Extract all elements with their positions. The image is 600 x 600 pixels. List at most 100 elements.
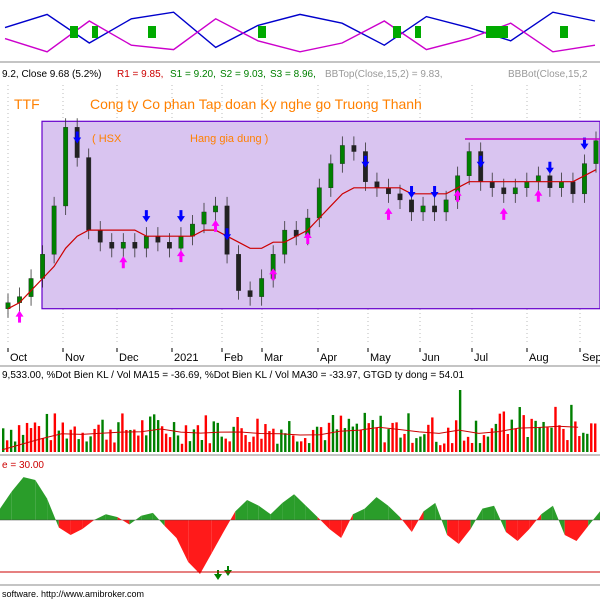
- volume-bar: [93, 428, 96, 452]
- company-name: Cong ty Co phan Tap doan Ky nghe go Truo…: [90, 96, 422, 112]
- x-axis-tick-label: Mar: [264, 352, 283, 364]
- candle-down: [386, 187, 391, 195]
- volume-bar: [276, 443, 279, 452]
- volume-bar: [13, 441, 17, 452]
- x-axis-tick-label: Nov: [65, 352, 85, 364]
- candle-down: [109, 242, 115, 249]
- top-indicator-block: [486, 26, 508, 38]
- candle-up: [120, 242, 126, 249]
- sell-arrow-icon: [176, 210, 185, 223]
- volume-bar: [97, 424, 100, 452]
- volume-bar: [367, 423, 370, 452]
- oscillator-area-segment: [400, 517, 412, 532]
- candle-down: [501, 187, 507, 195]
- s1-readout: S1 = 9.20,: [170, 69, 216, 80]
- volume-bar: [149, 416, 152, 452]
- volume-bar: [411, 442, 414, 452]
- volume-bar: [29, 428, 33, 452]
- volume-bar: [232, 426, 235, 452]
- s3-readout: S3 = 8.96,: [270, 69, 316, 80]
- volume-bar: [427, 424, 430, 452]
- volume-bar: [454, 420, 458, 452]
- top-indicator-block: [70, 26, 78, 38]
- candle-up: [63, 127, 69, 207]
- oscillator-area-segment: [552, 505, 565, 535]
- volume-bar: [228, 441, 231, 452]
- candle-down: [489, 181, 495, 188]
- oscillator-area-segment: [317, 517, 330, 529]
- candle-up: [443, 199, 449, 213]
- volume-bar: [347, 418, 351, 452]
- top-indicator-block: [415, 26, 421, 38]
- volume-bar: [522, 415, 525, 452]
- x-axis-tick-label: May: [370, 352, 391, 364]
- oscillator-area-segment: [223, 511, 236, 532]
- sell-arrow-icon: [545, 161, 554, 174]
- oscillator-area-segment: [47, 498, 59, 528]
- volume-bar: [498, 413, 502, 452]
- volume-bar: [506, 434, 510, 452]
- candle-up: [524, 181, 530, 188]
- oscillator-area-segment: [35, 480, 48, 520]
- volume-bar: [482, 435, 486, 452]
- volume-bar: [220, 436, 223, 452]
- candle-up: [582, 163, 587, 195]
- oscillator-area-segment: [541, 505, 553, 520]
- volume-bar: [41, 438, 45, 452]
- volume-bar: [5, 440, 9, 452]
- oscillator-area-segment: [70, 520, 83, 535]
- volume-bar: [240, 428, 243, 452]
- candle-up: [5, 302, 11, 309]
- volume-bar: [57, 430, 61, 452]
- volume-bar: [395, 422, 398, 452]
- oscillator-area-segment: [482, 505, 495, 520]
- volume-bar: [391, 422, 394, 452]
- volume-bar: [534, 420, 537, 452]
- buy-arrow-icon: [176, 250, 185, 263]
- volume-bar: [439, 445, 442, 452]
- oscillator-area-segment: [94, 514, 106, 520]
- candle-up: [178, 235, 184, 249]
- oscillator-buy-arrow-icon: [214, 570, 222, 580]
- oscillator-area-segment: [364, 497, 377, 520]
- volume-bar: [61, 422, 64, 452]
- volume-bar: [133, 429, 136, 452]
- top-indicator-block: [258, 26, 266, 38]
- candle-up: [559, 181, 564, 188]
- volume-bar: [303, 438, 307, 452]
- candle-up: [51, 205, 57, 255]
- volume-bar: [256, 418, 259, 452]
- oscillator-area-segment: [176, 520, 189, 562]
- sell-arrow-icon: [73, 131, 82, 144]
- volume-readout: 9,533.00, %Dot Bien KL / Vol MA15 = -36.…: [2, 370, 464, 381]
- candle-down: [167, 242, 172, 249]
- volume-bar: [33, 422, 37, 452]
- candle-down: [155, 235, 161, 243]
- volume-bar: [594, 423, 597, 452]
- volume-bar: [272, 428, 275, 452]
- volume-bar: [260, 438, 263, 452]
- candle-up: [190, 223, 195, 237]
- top-indicator-block: [560, 26, 568, 38]
- volume-bar: [69, 429, 72, 452]
- volume-bar: [125, 429, 128, 452]
- volume-bar: [307, 443, 311, 452]
- volume-bar: [407, 413, 410, 452]
- volume-bar: [351, 426, 355, 452]
- volume-bar: [300, 441, 303, 452]
- volume-bar: [311, 429, 315, 452]
- volume-bar: [415, 438, 418, 452]
- volume-bar: [315, 426, 319, 452]
- volume-bar: [89, 436, 92, 452]
- buy-arrow-icon: [15, 310, 24, 323]
- volume-bar: [208, 443, 212, 452]
- volume-bar: [77, 439, 80, 452]
- buy-arrow-icon: [119, 256, 128, 269]
- volume-bar: [359, 429, 362, 452]
- volume-bar: [160, 426, 164, 452]
- candle-up: [40, 254, 45, 279]
- top-indicator-block: [92, 26, 98, 38]
- candle-down: [397, 193, 403, 201]
- sell-arrow-icon: [580, 137, 589, 150]
